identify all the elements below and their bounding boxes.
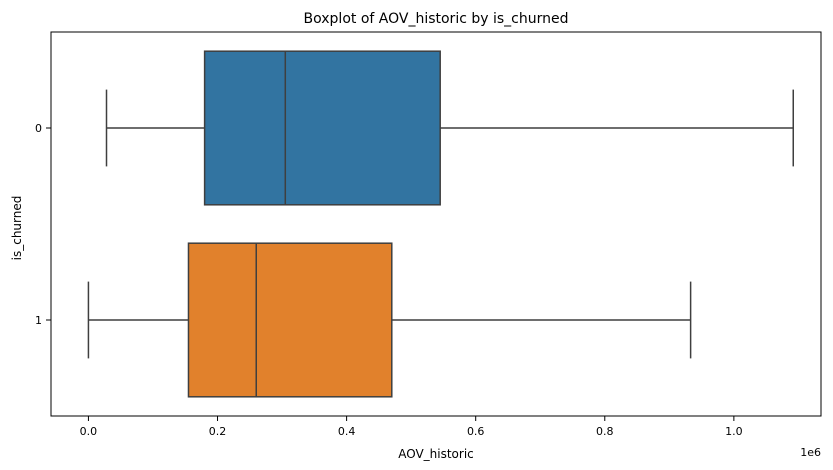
- x-tick-label: 0.2: [209, 425, 227, 438]
- x-axis-ticks: 0.0 0.2 0.4 0.6 0.8 1.0: [80, 416, 743, 438]
- x-tick-label: 0.4: [338, 425, 356, 438]
- boxes-group: [87, 50, 794, 398]
- y-tick-label: 0: [35, 122, 42, 135]
- x-tick-label: 1.0: [725, 425, 743, 438]
- box-group-1: [87, 242, 692, 398]
- chart-title: Boxplot of AOV_historic by is_churned: [304, 11, 569, 27]
- x-tick-label: 0.8: [596, 425, 614, 438]
- x-axis-label: AOV_historic: [398, 447, 474, 461]
- box-group-0: [105, 50, 794, 206]
- y-tick-label: 1: [35, 314, 42, 327]
- box-1: [187, 242, 393, 398]
- plot-area-frame: [50, 31, 822, 417]
- y-axis-ticks: 01: [35, 122, 51, 327]
- box-0: [203, 50, 441, 206]
- x-axis-offset-label: 1e6: [800, 446, 821, 459]
- x-tick-label: 0.0: [80, 425, 98, 438]
- x-tick-label: 0.6: [467, 425, 485, 438]
- y-axis-label: is_churned: [10, 196, 24, 261]
